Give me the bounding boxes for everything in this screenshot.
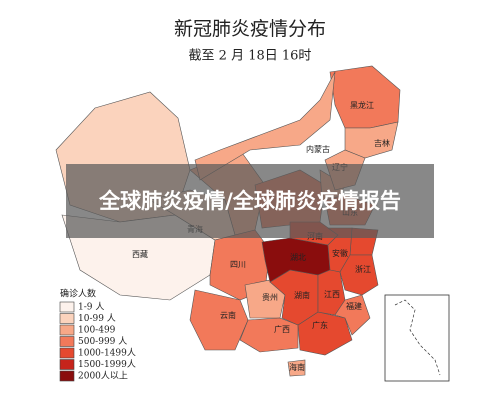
region-shape: [244, 279, 286, 319]
legend-swatch: [59, 313, 75, 324]
region-shape: [287, 359, 306, 377]
region-label: 安徽: [332, 248, 348, 258]
legend-title: 确诊人数: [60, 288, 96, 300]
legend-label: 1-9 人: [78, 302, 104, 313]
region-label: 吉林: [374, 138, 390, 148]
region-label: 江西: [324, 290, 340, 299]
region-label: 西藏: [132, 249, 148, 259]
inset-frame: [384, 294, 450, 382]
region-label: 湖北: [290, 253, 306, 262]
region-label: 广东: [312, 320, 328, 330]
region-label: 湖南: [294, 290, 310, 300]
legend-label: 2000人以上: [78, 371, 128, 382]
region-label: 海南: [289, 362, 305, 372]
map-title: 新冠肺炎疫情分布: [174, 18, 326, 40]
map-subtitle: 截至 2 月 18日 16时: [189, 49, 312, 64]
legend-swatch: [59, 359, 75, 370]
region-label: 广西: [274, 324, 290, 334]
region-label: 福建: [346, 301, 362, 311]
banner: 全球肺炎疫情/全球肺炎疫情报告: [66, 164, 434, 238]
region-label: 云南: [220, 310, 236, 320]
legend-swatch: [59, 336, 75, 347]
legend-swatch: [59, 301, 75, 313]
legend-label: 1500-1999人: [78, 359, 136, 370]
region-shape: [189, 289, 249, 351]
legend-label: 1000-1499人: [78, 348, 136, 359]
region-label: 黑龙江: [350, 100, 374, 110]
legend-swatch: [59, 370, 75, 382]
legend-label: 10-99 人: [78, 313, 116, 324]
legend-label: 500-999 人: [78, 336, 127, 347]
legend-swatch: [59, 347, 75, 359]
region-label: 四川: [230, 260, 246, 269]
region-shape: [329, 65, 401, 129]
legend-label: 100-499: [78, 326, 116, 336]
region-label: 内蒙古: [306, 144, 330, 154]
region-label: 贵州: [262, 292, 278, 302]
region-label: 浙江: [355, 264, 371, 274]
inset-line: [394, 299, 441, 376]
region-shape: [239, 317, 299, 353]
legend-swatch: [59, 324, 75, 336]
region-shape: [194, 71, 336, 181]
region-shape: [334, 294, 371, 336]
